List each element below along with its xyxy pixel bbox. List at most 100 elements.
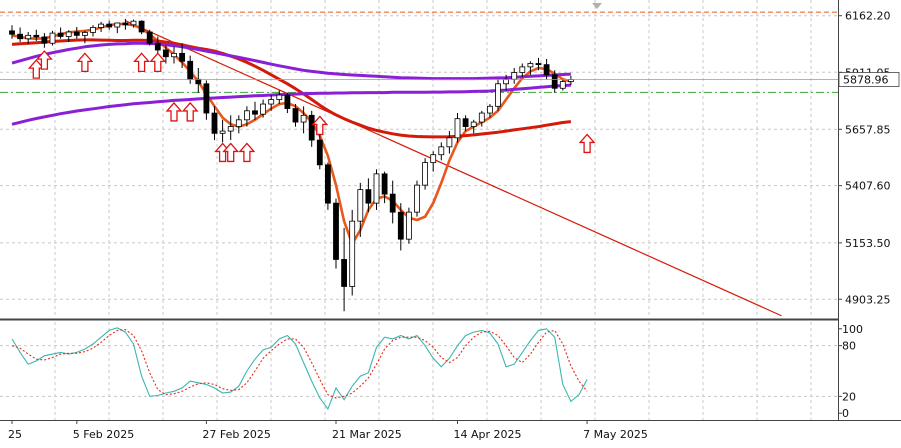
candle-body-up bbox=[98, 23, 104, 28]
oscillator-signal-line bbox=[11, 329, 588, 399]
candle bbox=[365, 178, 372, 213]
oscillator-main-line bbox=[11, 327, 588, 411]
candle bbox=[341, 227, 348, 312]
buy-arrow-icon bbox=[76, 52, 94, 73]
candle-body-up bbox=[171, 52, 177, 58]
candle-body-down bbox=[146, 31, 153, 44]
candle bbox=[195, 68, 202, 93]
candle bbox=[211, 106, 218, 141]
candle bbox=[25, 31, 32, 45]
candle bbox=[171, 46, 177, 64]
moving-average-long-ma bbox=[11, 41, 571, 81]
candle bbox=[17, 27, 24, 43]
candle bbox=[405, 207, 412, 244]
candle bbox=[65, 30, 72, 43]
candle-body-up bbox=[300, 114, 307, 123]
candle-body-down bbox=[324, 164, 331, 204]
candle-body-up bbox=[478, 112, 485, 123]
candle bbox=[41, 33, 48, 48]
time-tick-label: 25 bbox=[8, 428, 22, 441]
time-tick-label: 5 Feb 2025 bbox=[73, 428, 134, 441]
candle bbox=[430, 151, 437, 172]
candle bbox=[138, 20, 145, 35]
candle-body-up bbox=[49, 32, 56, 44]
candle-body-up bbox=[268, 99, 275, 105]
candle-body-up bbox=[130, 20, 137, 26]
candle-body-down bbox=[154, 42, 161, 51]
buy-arrow-icon bbox=[238, 142, 256, 163]
time-tick-label: 14 Apr 2025 bbox=[454, 428, 522, 441]
candle bbox=[373, 169, 380, 210]
candle-body-up bbox=[243, 110, 250, 121]
oscillator-tick-label: 20 bbox=[842, 390, 856, 403]
buy-arrow-icon bbox=[133, 52, 151, 73]
moving-average-medium-ma bbox=[11, 38, 572, 139]
candle bbox=[333, 198, 339, 269]
candle-body-up bbox=[511, 72, 518, 80]
candle bbox=[519, 63, 526, 78]
candle-body-down bbox=[57, 32, 64, 37]
candle-body-up bbox=[422, 162, 429, 186]
price-tick-label: 5153.50 bbox=[845, 237, 891, 250]
price-tick-label: 4903.25 bbox=[845, 293, 891, 306]
candle-body-down bbox=[187, 60, 194, 80]
price-tick-label: 6162.20 bbox=[845, 10, 891, 23]
candle-body-up bbox=[446, 137, 453, 148]
buy-arrow-icon bbox=[181, 101, 199, 122]
candle-body-up bbox=[227, 126, 234, 132]
candle-body-down bbox=[33, 34, 40, 38]
candle-body-up bbox=[90, 27, 96, 33]
candle-body-up bbox=[349, 220, 356, 287]
candle bbox=[486, 104, 493, 118]
candle-body-up bbox=[276, 94, 283, 100]
oscillator-tick-label: 100 bbox=[842, 323, 863, 336]
chart-grid bbox=[0, 0, 838, 420]
candle-body-down bbox=[543, 64, 550, 76]
candle-body-down bbox=[73, 31, 80, 36]
candle-body-down bbox=[203, 83, 210, 114]
candle-body-up bbox=[260, 103, 267, 115]
candle-body-up bbox=[373, 173, 380, 204]
candle-body-down bbox=[179, 52, 186, 62]
candle-body-down bbox=[341, 259, 348, 287]
time-tick-label: 27 Feb 2025 bbox=[202, 428, 270, 441]
buy-arrow-icon bbox=[578, 133, 596, 154]
buy-arrow-icon bbox=[165, 101, 183, 122]
candle bbox=[551, 70, 558, 93]
scroll-marker-icon bbox=[592, 3, 602, 9]
candle bbox=[535, 57, 542, 71]
buy-arrow-icon bbox=[35, 50, 53, 70]
candle-body-down bbox=[41, 36, 48, 44]
candle-body-down bbox=[195, 78, 202, 85]
time-tick-label: 7 May 2025 bbox=[583, 428, 648, 441]
candle-body-down bbox=[308, 114, 315, 141]
candle bbox=[73, 27, 80, 39]
candle-body-up bbox=[414, 184, 420, 213]
oscillator-tick-label: 80 bbox=[842, 340, 856, 353]
oscillator-tick-label: 0 bbox=[842, 407, 849, 420]
candle-body-down bbox=[17, 33, 24, 40]
candle bbox=[146, 29, 153, 46]
price-tick-label: 5657.85 bbox=[845, 123, 891, 136]
buy-arrow-icon bbox=[311, 115, 329, 136]
candle-body-up bbox=[438, 146, 445, 156]
candle-body-up bbox=[470, 121, 477, 127]
candle bbox=[357, 182, 364, 237]
candle bbox=[527, 61, 534, 75]
candle-body-up bbox=[357, 189, 364, 222]
candle-body-up bbox=[219, 130, 226, 134]
candle-body-down bbox=[551, 74, 558, 89]
time-tick-label: 21 Mar 2025 bbox=[332, 428, 402, 441]
candle-body-down bbox=[316, 139, 323, 166]
candle-body-down bbox=[389, 193, 396, 213]
candle-body-up bbox=[503, 78, 510, 85]
candle-body-up bbox=[559, 81, 566, 89]
candle bbox=[106, 20, 113, 30]
candle bbox=[446, 131, 453, 154]
candle bbox=[495, 79, 501, 111]
candle bbox=[243, 106, 250, 127]
candle-body-down bbox=[292, 108, 299, 123]
candle-body-up bbox=[519, 66, 526, 73]
